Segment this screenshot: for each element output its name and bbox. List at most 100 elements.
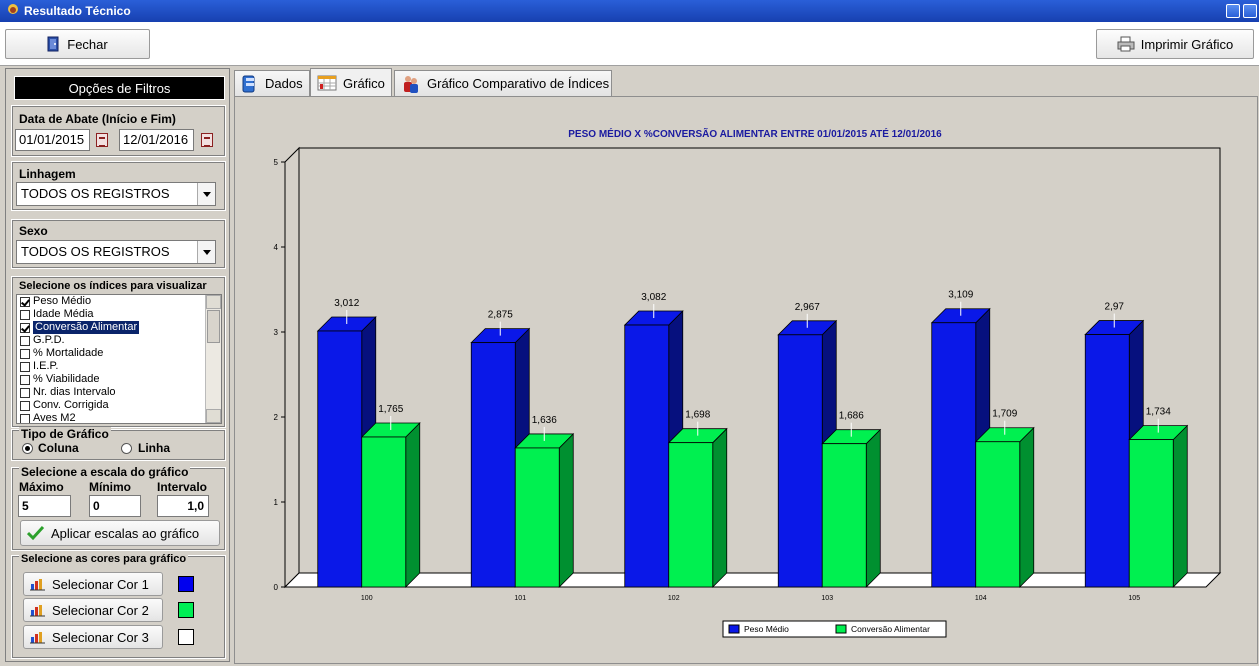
data-label: 1,734 <box>1146 407 1171 418</box>
indices-list[interactable]: Peso Médio Idade Média Conversão Alimentar… <box>16 294 222 424</box>
color-swatch[interactable] <box>178 602 194 618</box>
list-item[interactable]: Peso Médio <box>17 295 221 308</box>
bar <box>975 441 1021 588</box>
radio-line-label: Linha <box>138 441 170 455</box>
bar <box>1084 334 1130 588</box>
data-label: 2,97 <box>1105 302 1125 313</box>
checkbox[interactable] <box>20 361 30 372</box>
checkbox[interactable] <box>20 335 30 346</box>
checkbox[interactable] <box>20 374 30 385</box>
close-button[interactable]: Fechar <box>5 29 150 59</box>
tab-grafico[interactable]: Gráfico <box>310 68 392 97</box>
scale-interval-field[interactable]: 1,0 <box>157 495 209 517</box>
bar-side <box>558 432 574 588</box>
y-tick-label: 1 <box>274 498 279 507</box>
data-label: 1,765 <box>378 404 403 415</box>
y-tick-label: 3 <box>274 328 279 337</box>
filters-title: Opções de Filtros <box>14 76 225 100</box>
list-item[interactable]: Conversão Alimentar <box>17 321 221 334</box>
list-item-label: I.E.P. <box>33 360 59 372</box>
checkbox[interactable] <box>20 322 30 333</box>
date-start-field[interactable]: 01/01/2015 <box>15 129 90 151</box>
radio-column-label: Coluna <box>38 441 79 455</box>
x-tick-label: 105 <box>1128 595 1140 602</box>
chart-title: PESO MÉDIO X %CONVERSÃO ALIMENTAR ENTRE … <box>568 127 942 140</box>
minimize-button[interactable] <box>1226 4 1240 18</box>
vertical-scrollbar[interactable] <box>205 295 221 423</box>
list-item-label: % Mortalidade <box>33 347 104 359</box>
print-chart-label: Imprimir Gráfico <box>1140 36 1234 52</box>
checkbox[interactable] <box>20 309 30 320</box>
data-label: 3,012 <box>334 298 359 309</box>
select-color-1-button[interactable]: Selecionar Cor 1 <box>23 572 163 596</box>
bar <box>361 436 407 588</box>
chevron-down-icon[interactable] <box>197 183 215 205</box>
select-color-3-button[interactable]: Selecionar Cor 3 <box>23 625 163 649</box>
sex-group: Sexo <box>11 219 226 269</box>
bar-side <box>1019 426 1035 588</box>
x-tick-label: 103 <box>821 595 833 602</box>
checkbox[interactable] <box>20 296 30 307</box>
list-item[interactable]: I.E.P. <box>17 360 221 373</box>
people-icon <box>404 75 418 93</box>
bar <box>470 342 516 588</box>
data-label: 1,698 <box>685 410 710 421</box>
scroll-thumb[interactable] <box>207 310 220 343</box>
checkbox[interactable] <box>20 413 30 423</box>
list-item[interactable]: % Mortalidade <box>17 347 221 360</box>
apply-scale-button[interactable]: Aplicar escalas ao gráfico <box>20 520 220 546</box>
checkbox[interactable] <box>20 348 30 359</box>
list-item[interactable]: Nr. dias Intervalo <box>17 386 221 399</box>
indices-label: Selecione os índices para visualizar <box>19 280 207 292</box>
chart-panel: PESO MÉDIO X %CONVERSÃO ALIMENTAR ENTRE … <box>234 96 1258 664</box>
restore-button[interactable] <box>1243 4 1257 18</box>
data-label: 2,967 <box>795 302 820 313</box>
list-item-label: Nr. dias Intervalo <box>33 386 116 398</box>
list-item[interactable]: Conv. Corrigida <box>17 399 221 412</box>
list-item-label: Aves M2 <box>33 412 76 424</box>
scroll-up-icon[interactable] <box>206 295 221 309</box>
select-color-2-button[interactable]: Selecionar Cor 2 <box>23 598 163 622</box>
bar <box>931 322 977 588</box>
sex-value: TODOS OS REGISTROS <box>21 244 170 259</box>
checkbox[interactable] <box>20 387 30 398</box>
tab-grafico-comparativo[interactable]: Gráfico Comparativo de Índices <box>394 70 612 96</box>
bar-chart: PESO MÉDIO X %CONVERSÃO ALIMENTAR ENTRE … <box>274 127 1222 638</box>
calendar-icon[interactable] <box>201 133 213 147</box>
toolbar: Fechar Imprimir Gráfico <box>0 22 1259 66</box>
y-tick-label: 2 <box>274 413 279 422</box>
calendar-icon[interactable] <box>96 133 108 147</box>
lineage-select[interactable]: TODOS OS REGISTROS <box>16 182 216 206</box>
color-swatch[interactable] <box>178 629 194 645</box>
checkbox[interactable] <box>20 400 30 411</box>
chevron-down-icon[interactable] <box>197 241 215 263</box>
sex-select[interactable]: TODOS OS REGISTROS <box>16 240 216 264</box>
print-chart-button[interactable]: Imprimir Gráfico <box>1096 29 1254 59</box>
color-swatch[interactable] <box>178 576 194 592</box>
legend-swatch <box>835 624 847 634</box>
data-label: 1,709 <box>992 409 1017 420</box>
bar-side <box>712 427 728 588</box>
date-group: Data de Abate (Início e Fim) <box>11 105 226 157</box>
list-item[interactable]: Aves M2 <box>17 412 221 424</box>
radio-column[interactable] <box>22 443 33 454</box>
bar-chart-icon <box>30 605 45 617</box>
bar-chart-icon <box>30 632 45 644</box>
door-icon <box>47 36 59 52</box>
list-item[interactable]: % Viabilidade <box>17 373 221 386</box>
scroll-down-icon[interactable] <box>206 409 221 423</box>
tab-dados[interactable]: Dados <box>234 70 310 96</box>
tab-grafico-label: Gráfico <box>343 75 385 91</box>
list-item[interactable]: G.P.D. <box>17 334 221 347</box>
x-tick-label: 101 <box>514 595 526 602</box>
y-tick-label: 0 <box>274 583 279 592</box>
radio-line[interactable] <box>121 443 132 454</box>
bar <box>668 442 714 588</box>
title-bar: Resultado Técnico <box>0 0 1259 22</box>
list-item[interactable]: Idade Média <box>17 308 221 321</box>
scale-group: Selecione a escala do gráfico <box>11 465 226 551</box>
scale-max-field[interactable]: 5 <box>18 495 71 517</box>
scale-max-label: Máximo <box>19 480 64 494</box>
date-end-field[interactable]: 12/01/2016 <box>119 129 194 151</box>
scale-min-field[interactable]: 0 <box>89 495 141 517</box>
